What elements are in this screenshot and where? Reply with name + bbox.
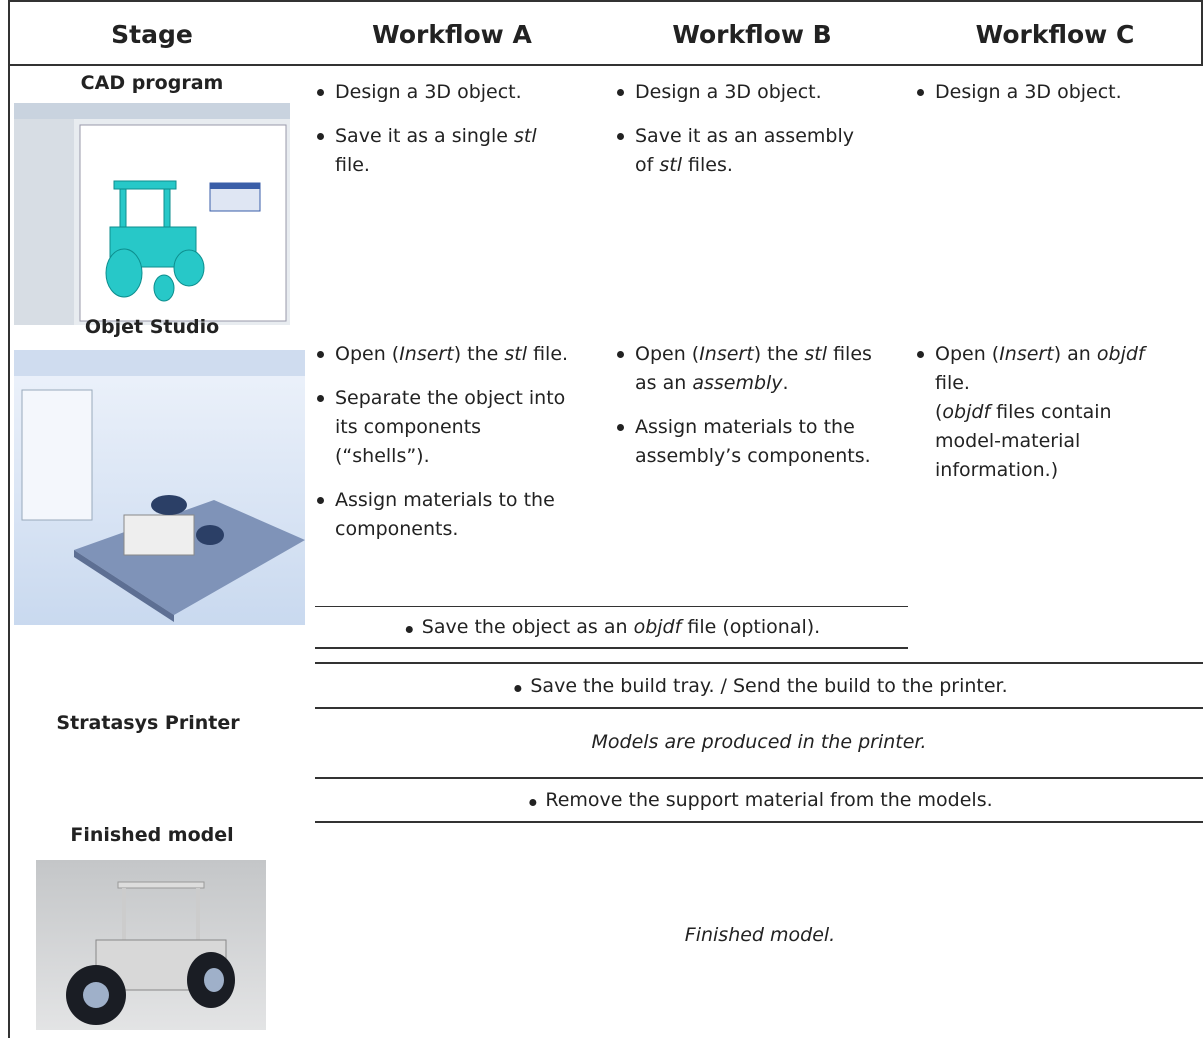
italic-run: objdf <box>633 616 682 638</box>
bullet-step: Save the build tray. / Send the build to… <box>510 675 1008 697</box>
bullet-item: Open (Insert) the stl files as an assemb… <box>613 340 875 398</box>
stage-label: Finished model <box>70 824 234 846</box>
text-run: Save it as a single <box>335 125 514 147</box>
bullet-item: Design a 3D object. <box>613 78 875 107</box>
rule <box>315 821 1203 823</box>
text-run: files contain model-material information… <box>935 401 1112 481</box>
text-run: Design a 3D object. <box>635 81 822 103</box>
left-border <box>8 0 10 1038</box>
workflow-cell: Open (Insert) an objdf file. (objdf files… <box>913 340 1175 485</box>
text-run: ) the <box>453 343 505 365</box>
cad-screenshot <box>14 103 290 325</box>
stage-label: Objet Studio <box>84 316 220 338</box>
workflow-cell: Design a 3D object. <box>913 78 1175 122</box>
italic-run: stl <box>504 343 528 365</box>
rule <box>315 707 1203 709</box>
workflow-cell: Design a 3D object. Save it as a single s… <box>313 78 575 195</box>
italic-run: Insert <box>699 343 754 365</box>
bullet-step: Remove the support material from the mod… <box>525 789 993 811</box>
text-run: ) the <box>753 343 805 365</box>
column-header: Stage <box>111 20 193 49</box>
italic-step: Models are produced in the printer. <box>591 731 927 753</box>
italic-run: Insert <box>399 343 454 365</box>
text-run: Open ( <box>335 343 400 365</box>
shared-step: Save the object as an objdf file (option… <box>402 616 820 638</box>
top-border <box>8 0 1203 2</box>
finished-photo <box>36 860 266 1030</box>
text-run: Save the object as an <box>421 616 634 638</box>
rule <box>315 662 1203 664</box>
right-border <box>1201 0 1203 66</box>
objet-screenshot <box>14 350 305 625</box>
text-run: ( <box>935 401 943 423</box>
italic-run: stl <box>659 154 682 176</box>
rule <box>315 777 1203 779</box>
bullet-item: Open (Insert) an objdf file. <box>913 340 1175 398</box>
workflow-cell: Open (Insert) the stl files as an assemb… <box>613 340 875 486</box>
text-run: . <box>782 372 789 394</box>
bullet-item: Design a 3D object. <box>913 78 1175 107</box>
text-run: Design a 3D object. <box>335 81 522 103</box>
italic-run: Insert <box>999 343 1054 365</box>
text-run: Assign materials to the assembly’s compo… <box>635 416 871 467</box>
bullet-item: Assign materials to the components. <box>313 486 575 544</box>
stage-label: Stratasys Printer <box>56 712 240 734</box>
text-run: file. <box>935 372 970 394</box>
text-run: Open ( <box>635 343 700 365</box>
bullet-item: Design a 3D object. <box>313 78 575 107</box>
bullet-item: Separate the object into its components … <box>313 384 575 471</box>
finished-note: Finished model. <box>684 924 836 946</box>
bullet-item: Save it as an assembly of stl files. <box>613 122 875 180</box>
italic-run: objdf <box>942 401 991 423</box>
column-header: Workflow C <box>975 20 1135 49</box>
text-run: file. <box>527 343 569 365</box>
text-run: Separate the object into its components … <box>335 387 566 467</box>
text-run: Design a 3D object. <box>935 81 1122 103</box>
text-run: Save it as an assembly of <box>635 125 854 176</box>
italic-run: assembly <box>692 372 783 394</box>
stage-label: CAD program <box>80 72 224 94</box>
bullet-item: Save it as a single stl file. <box>313 122 575 180</box>
text-run: ) an <box>1053 343 1097 365</box>
note: (objdf files contain model-material info… <box>913 398 1175 485</box>
text-run: file (optional). <box>681 616 821 638</box>
bullet-item: Open (Insert) the stl file. <box>313 340 575 369</box>
workflow-cell: Design a 3D object. Save it as an assembl… <box>613 78 875 195</box>
rule <box>315 606 908 607</box>
text-run: Open ( <box>935 343 1000 365</box>
column-header: Workflow B <box>672 20 832 49</box>
text-run: files. <box>682 154 733 176</box>
header-line <box>8 64 1203 66</box>
bullet-item: Assign materials to the assembly’s compo… <box>613 413 875 471</box>
text-run: Assign materials to the components. <box>335 489 555 540</box>
italic-run: stl <box>804 343 828 365</box>
column-header: Workflow A <box>372 20 532 49</box>
workflow-cell: Open (Insert) the stl file. Separate the … <box>313 340 575 559</box>
text-run: files as an <box>635 343 872 394</box>
italic-run: objdf <box>1096 343 1145 365</box>
text-run: file. <box>335 154 370 176</box>
rule <box>315 647 908 649</box>
italic-run: stl <box>514 125 537 147</box>
